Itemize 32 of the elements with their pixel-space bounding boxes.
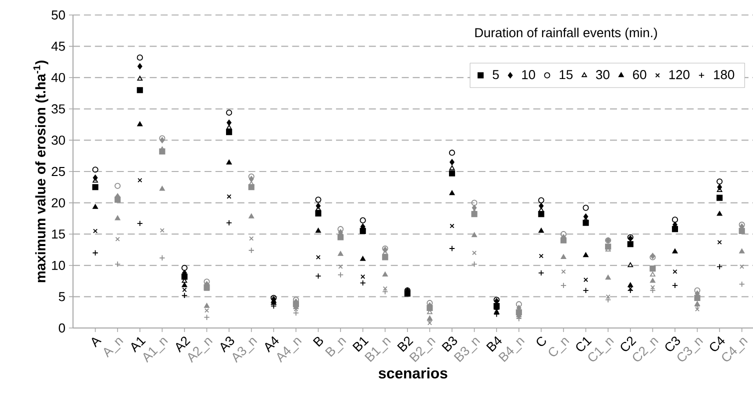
y-tick-label: 25 — [52, 166, 65, 176]
x-tick-label: A1 — [131, 337, 146, 353]
x-tick-label: C — [536, 336, 546, 346]
x-tick-label: A3 — [220, 336, 234, 353]
x-tick-label: B — [312, 336, 323, 347]
x-tick-label: A4 — [265, 336, 279, 353]
y-tick-label: 40 — [51, 73, 65, 82]
legend-label: 60 — [633, 70, 646, 80]
legend-label: 120 — [669, 70, 690, 80]
y-tick-label: 30 — [52, 136, 65, 145]
x-tick-label: A_n — [104, 338, 124, 358]
x-tick-label: A2 — [176, 336, 190, 353]
legend-label: 10 — [522, 70, 536, 80]
x-tick-label: A — [92, 338, 102, 348]
x-tick-label: B_n — [325, 338, 346, 357]
legend-label: 5 — [492, 70, 499, 80]
legend-title: Duration of rainfall events (min.) — [475, 28, 657, 40]
legend-label: 180 — [714, 70, 734, 80]
legend-label: 30 — [596, 70, 610, 80]
y-tick-label: 5 — [58, 292, 65, 302]
y-tick-label: 10 — [52, 260, 65, 270]
y-tick-label: 45 — [51, 42, 65, 51]
x-tick-label: C_n — [548, 338, 570, 356]
y-tick-label: 35 — [52, 104, 65, 114]
y-tick-label: 50 — [52, 10, 65, 20]
y-tick-label: 15 — [52, 230, 65, 239]
x-axis-title: scenarios — [378, 368, 448, 379]
y-axis-title: maximum value of erosion (t.ha$^{-1}$) — [33, 60, 48, 282]
x-tick-label: C3 — [665, 336, 680, 352]
y-tick-label: 20 — [52, 198, 65, 208]
y-tick-label: 0 — [58, 323, 65, 333]
legend-label: 15 — [560, 70, 573, 80]
